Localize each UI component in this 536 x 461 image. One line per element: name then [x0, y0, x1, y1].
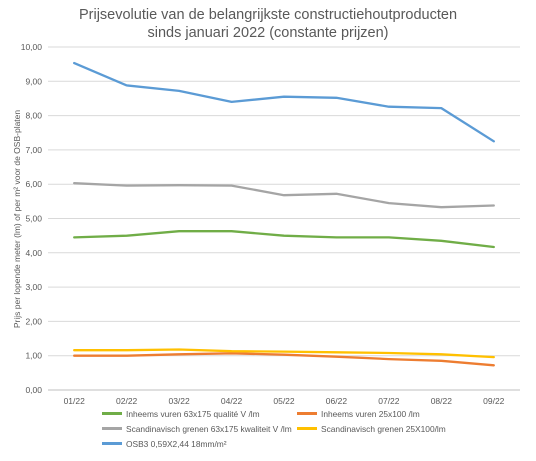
y-axis-label: Prijs per lopende meter (lm) of per m² v…	[12, 109, 23, 328]
y-tick-label: 4,00	[25, 248, 42, 258]
legend-label: Scandinavisch grenen 25X100/lm	[321, 423, 446, 434]
legend-row-3: OSB3 0,59X2,44 18mm/m²	[102, 436, 532, 451]
legend-label: OSB3 0,59X2,44 18mm/m²	[126, 438, 227, 449]
legend-swatch	[102, 412, 122, 415]
legend-item-scandinavisch-63x175: Scandinavisch grenen 63x175 kwaliteit V …	[102, 421, 297, 436]
legend-swatch	[102, 427, 122, 430]
legend-label: Inheems vuren 63x175 qualité V /lm	[126, 408, 260, 419]
x-tick-label: 02/22	[116, 396, 138, 406]
legend-item-inheems-63x175: Inheems vuren 63x175 qualité V /lm	[102, 406, 297, 421]
y-tick-label: 7,00	[25, 145, 42, 155]
x-tick-label: 07/22	[378, 396, 400, 406]
legend-swatch	[297, 427, 317, 430]
legend-item-inheems-25x100: Inheems vuren 25x100 /lm	[297, 406, 487, 421]
series-line-1	[73, 352, 495, 367]
y-tick-label: 10,00	[21, 42, 43, 52]
x-tick-label: 06/22	[326, 396, 348, 406]
legend-swatch	[102, 442, 122, 445]
series-line-4	[73, 61, 495, 143]
series-line-0	[73, 230, 495, 249]
legend-row-2: Scandinavisch grenen 63x175 kwaliteit V …	[102, 421, 532, 436]
legend-row-1: Inheems vuren 63x175 qualité V /lm Inhee…	[102, 406, 532, 421]
legend-item-osb3: OSB3 0,59X2,44 18mm/m²	[102, 436, 297, 451]
legend: Inheems vuren 63x175 qualité V /lm Inhee…	[102, 406, 532, 451]
x-tick-label: 01/22	[64, 396, 86, 406]
legend-item-scandinavisch-25x100: Scandinavisch grenen 25X100/lm	[297, 421, 487, 436]
x-tick-label: 03/22	[168, 396, 190, 406]
grid-layer	[48, 46, 520, 391]
x-tick-label: 09/22	[483, 396, 505, 406]
y-tick-label: 2,00	[25, 316, 42, 326]
y-tick-label: 5,00	[25, 214, 42, 224]
series-line-2	[73, 182, 495, 209]
legend-swatch	[297, 412, 317, 415]
legend-label: Scandinavisch grenen 63x175 kwaliteit V …	[126, 423, 292, 434]
x-tick-label: 08/22	[431, 396, 453, 406]
y-tick-label: 3,00	[25, 282, 42, 292]
y-tick-label: 1,00	[25, 351, 42, 361]
legend-label: Inheems vuren 25x100 /lm	[321, 408, 420, 419]
y-tick-label: 6,00	[25, 179, 42, 189]
series-layer	[73, 61, 495, 367]
chart-title: Prijsevolutie van de belangrijkste const…	[0, 6, 536, 42]
series-line-3	[73, 348, 495, 359]
y-tick-label: 8,00	[25, 111, 42, 121]
y-tick-label: 0,00	[25, 385, 42, 395]
y-tick-labels: 0,00 1,00 2,00 3,00 4,00 5,00 6,00 7,00 8,00 9,00…	[21, 42, 43, 395]
chart-title-line-1: Prijsevolutie van de belangrijkste const…	[78, 7, 458, 23]
x-tick-label: 04/22	[221, 396, 243, 406]
y-tick-label: 9,00	[25, 76, 42, 86]
x-tick-labels: 01/22 02/22 03/22 04/22 05/22 06/22 07/22 08/22…	[64, 396, 505, 406]
x-tick-label: 05/22	[273, 396, 295, 406]
chart-title-line-2: sinds januari 2022 (constante prijzen)	[147, 25, 389, 41]
